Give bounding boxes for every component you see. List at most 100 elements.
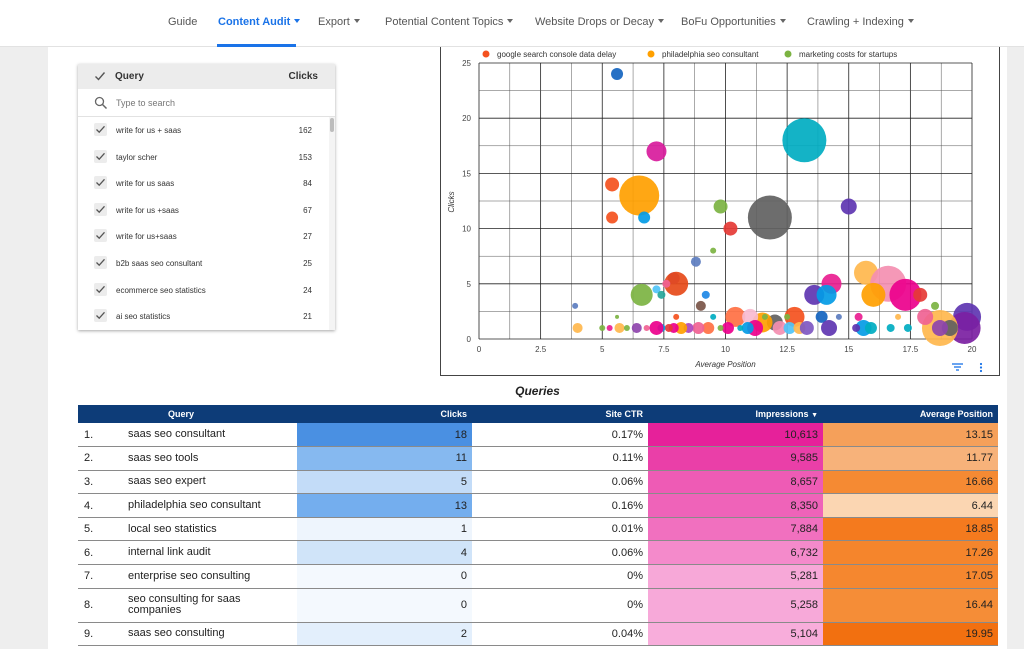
chevron-down-icon (507, 19, 514, 24)
table-header-row: Query Clicks Site CTR Impressions ▼ Aver… (78, 405, 998, 423)
x-tick-label: 7.5 (658, 345, 670, 354)
scrollbar-thumb[interactable] (330, 118, 334, 132)
average-position-header[interactable]: Average Position (823, 405, 998, 423)
query-list-item[interactable]: taylor scher 153 (78, 144, 328, 170)
query-item-checkbox[interactable] (94, 123, 107, 136)
x-tick-label: 15 (844, 345, 853, 354)
scatter-point (737, 324, 744, 331)
query-item-checkbox[interactable] (94, 176, 107, 190)
table-row[interactable]: 8. seo consulting for saas companies 0 0% 5,… (78, 588, 998, 623)
row-clicks: 13 (297, 493, 472, 518)
scatter-point (710, 247, 717, 254)
scatter-point (673, 313, 680, 320)
table-row[interactable]: 2. saas seo tools 11 0.11% 9,585 11.77 (78, 446, 998, 471)
nav-potential-content-topics-label: Potential Content Topics (385, 16, 504, 28)
scatter-point (840, 198, 857, 215)
row-rank: 2. (78, 446, 123, 471)
legend-label: philadelphia seo consultant (662, 50, 759, 59)
query-filter-header: Query Clicks (78, 64, 335, 89)
impressions-header[interactable]: Impressions ▼ (648, 405, 823, 423)
table-row[interactable]: 9. saas seo consulting 2 0.04% 5,104 19.95 (78, 622, 998, 647)
nav-content-audit[interactable]: Content Audit (218, 16, 301, 28)
active-tab-indicator (217, 44, 296, 47)
scatter-point (572, 322, 583, 333)
scatter-point (623, 324, 630, 331)
query-item-checkbox[interactable] (94, 309, 107, 323)
nav-export-label: Export (318, 16, 350, 28)
query-item-checkbox[interactable] (94, 282, 107, 296)
nav-website-drops-or-decay[interactable]: Website Drops or Decay (535, 16, 665, 28)
scatter-point (572, 302, 579, 309)
nav-potential-content-topics[interactable]: Potential Content Topics (385, 16, 514, 28)
table-row[interactable]: 5. local seo statistics 1 0.01% 7,884 18.85 (78, 517, 998, 542)
query-item-label: write for us+saas (116, 232, 177, 242)
table-row[interactable]: 7. enterprise seo consulting 0 0% 5,281 17.05 (78, 564, 998, 589)
nav-bofu-label: BoFu Opportunities (681, 16, 776, 28)
row-clicks: 4 (297, 540, 472, 566)
scatter-point (606, 324, 613, 331)
nav-bofu-opportunities[interactable]: BoFu Opportunities (681, 16, 786, 28)
table-row[interactable]: 4. philadelphia seo consultant 13 0.16% 8,35… (78, 493, 998, 518)
query-item-checkbox[interactable] (94, 149, 107, 163)
row-clicks: 0 (297, 564, 472, 589)
query-list-item[interactable]: write for us+saas 27 (78, 223, 328, 249)
nav-export[interactable]: Export (318, 16, 360, 28)
x-tick-label: 0 (477, 345, 482, 354)
row-impressions: 5,104 (648, 622, 823, 647)
scatter-point (725, 306, 746, 327)
query-item-clicks: 67 (303, 205, 312, 215)
nav-guide[interactable]: Guide (168, 16, 197, 28)
query-search-input[interactable]: Type to search (78, 91, 335, 117)
check-icon (96, 312, 105, 320)
row-clicks: 1 (297, 517, 472, 542)
scatter-point (692, 321, 705, 334)
scatter-point (619, 175, 660, 216)
scatter-point (784, 306, 805, 327)
scatter-point (695, 300, 706, 311)
left-gutter (0, 47, 48, 649)
clicks-header[interactable]: Clicks (297, 405, 472, 423)
table-row[interactable]: 6. internal link audit 4 0.06% 6,732 17.26 (78, 540, 998, 566)
y-tick-label: 20 (462, 114, 471, 123)
y-tick-label: 15 (462, 169, 471, 178)
row-clicks: 18 (297, 423, 472, 448)
legend-marker (482, 50, 490, 58)
query-item-label: b2b saas seo consultant (116, 259, 203, 268)
scatter-point (638, 211, 651, 224)
query-column-header: Query (115, 71, 144, 82)
query-list-item[interactable]: write for us +saas 67 (78, 197, 328, 223)
scatter-point (835, 313, 842, 320)
y-tick-label: 5 (467, 280, 472, 289)
scatter-point (721, 321, 734, 334)
select-all-checkbox[interactable] (94, 70, 106, 85)
row-impressions: 8,657 (648, 470, 823, 495)
query-header[interactable]: Query (123, 405, 297, 423)
scatter-point (948, 311, 981, 344)
y-tick-label: 0 (467, 335, 472, 344)
scatter-point (690, 256, 701, 267)
table-row[interactable]: 1. saas seo consultant 18 0.17% 10,613 13.15 (78, 423, 998, 448)
scatter-point (854, 312, 863, 321)
query-item-checkbox[interactable] (94, 256, 107, 269)
scatter-point (799, 320, 814, 335)
row-site-ctr: 0.17% (472, 423, 648, 448)
query-list-item[interactable]: ai seo statistics 21 (78, 303, 328, 329)
query-list-item[interactable]: write for us saas 84 (78, 170, 328, 196)
x-tick-label: 12.5 (779, 345, 795, 354)
query-item-checkbox[interactable] (94, 229, 107, 243)
scatter-point (816, 284, 837, 305)
table-row[interactable]: 3. saas seo expert 5 0.06% 8,657 16.66 (78, 470, 998, 495)
query-list-item[interactable]: write for us + saas 162 (78, 117, 328, 143)
query-list-scrollbar[interactable] (329, 117, 335, 330)
scatter-point (675, 321, 688, 334)
query-list-item[interactable]: b2b saas seo consultant 25 (78, 250, 328, 276)
right-gutter (1007, 47, 1024, 649)
site-ctr-header[interactable]: Site CTR (472, 405, 648, 423)
scatter-point (821, 319, 838, 336)
check-icon (96, 205, 105, 213)
query-item-checkbox[interactable] (94, 202, 107, 216)
query-list-item[interactable]: ecommerce seo statistics 24 (78, 277, 328, 303)
legend-label: marketing costs for startups (799, 50, 897, 59)
nav-crawling-indexing[interactable]: Crawling + Indexing (807, 16, 914, 28)
nav-guide-label: Guide (168, 16, 198, 28)
